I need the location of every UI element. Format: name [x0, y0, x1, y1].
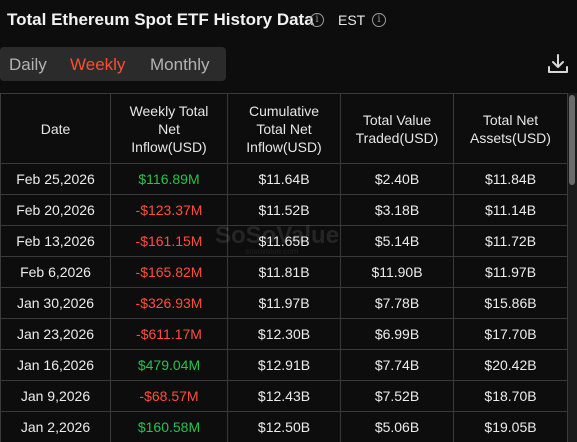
weekly-inflow-cell: -$326.93M [110, 287, 228, 319]
net-assets-cell: $19.05B [453, 411, 568, 442]
date-cell: Feb 6,2026 [0, 256, 111, 288]
watermark-logo: SoSoValue [215, 222, 340, 249]
cumulative-inflow-cell: $11.81B [227, 256, 341, 288]
column-header-cumulative-inflow[interactable]: Cumulative Total Net Inflow(USD) [227, 93, 341, 164]
value-traded-cell: $3.18B [340, 194, 454, 226]
period-tabs: Daily Weekly Monthly [0, 47, 226, 81]
weekly-inflow-cell: $116.89M [110, 163, 228, 195]
weekly-inflow-cell: -$165.82M [110, 256, 228, 288]
value-traded-cell: $7.52B [340, 380, 454, 412]
net-assets-cell: $15.86B [453, 287, 568, 319]
value-traded-cell: $5.06B [340, 411, 454, 442]
cumulative-inflow-cell: $12.30B [227, 318, 341, 350]
net-assets-cell: $17.70B [453, 318, 568, 350]
column-header-weekly-inflow[interactable]: Weekly Total Net Inflow(USD) [110, 93, 228, 164]
timezone-label: EST [338, 12, 366, 28]
weekly-inflow-cell: -$611.17M [110, 318, 228, 350]
weekly-inflow-cell: -$123.37M [110, 194, 228, 226]
cumulative-inflow-cell: $11.52B [227, 194, 341, 226]
table-row[interactable]: Feb 25,2026 $116.89M $11.64B $2.40B $11.84B [0, 163, 568, 195]
watermark-subtext: sosovalue.com [245, 247, 299, 256]
tab-weekly[interactable]: Weekly [70, 55, 126, 74]
panel-header: Total Ethereum Spot ETF History Data i E… [0, 0, 577, 40]
date-cell: Jan 23,2026 [0, 318, 111, 350]
net-assets-cell: $18.70B [453, 380, 568, 412]
value-traded-cell: $2.40B [340, 163, 454, 195]
weekly-inflow-cell: -$68.57M [110, 380, 228, 412]
table-row[interactable]: Jan 23,2026 -$611.17M $12.30B $6.99B $17.70B [0, 318, 568, 350]
table-row[interactable]: Feb 13,2026 -$161.15M $11.65B $5.14B $11.72B [0, 225, 568, 257]
cumulative-inflow-cell: $11.64B [227, 163, 341, 195]
history-table: Date Weekly Total Net Inflow(USD) Cumula… [0, 93, 568, 442]
table-header-row: Date Weekly Total Net Inflow(USD) Cumula… [0, 93, 568, 164]
weekly-inflow-cell: $160.58M [110, 411, 228, 442]
value-traded-cell: $7.78B [340, 287, 454, 319]
net-assets-cell: $11.84B [453, 163, 568, 195]
value-traded-cell: $7.74B [340, 349, 454, 381]
net-assets-cell: $11.14B [453, 194, 568, 226]
net-assets-cell: $11.97B [453, 256, 568, 288]
table-row[interactable]: Jan 30,2026 -$326.93M $11.97B $7.78B $15.86B [0, 287, 568, 319]
page-title: Total Ethereum Spot ETF History Data [7, 10, 314, 29]
value-traded-cell: $11.90B [340, 256, 454, 288]
cumulative-inflow-cell: $12.91B [227, 349, 341, 381]
column-header-date[interactable]: Date [0, 93, 111, 164]
weekly-inflow-cell: $479.04M [110, 349, 228, 381]
cumulative-inflow-cell: $12.50B [227, 411, 341, 442]
weekly-inflow-cell: -$161.15M [110, 225, 228, 257]
net-assets-cell: $11.72B [453, 225, 568, 257]
scrollbar-track[interactable] [568, 93, 577, 442]
value-traded-cell: $5.14B [340, 225, 454, 257]
tab-monthly[interactable]: Monthly [150, 55, 210, 74]
date-cell: Feb 13,2026 [0, 225, 111, 257]
table-row[interactable]: Feb 20,2026 -$123.37M $11.52B $3.18B $11.14B [0, 194, 568, 226]
cumulative-inflow-cell: $12.43B [227, 380, 341, 412]
table-row[interactable]: Jan 9,2026 -$68.57M $12.43B $7.52B $18.70B [0, 380, 568, 412]
column-header-value-traded[interactable]: Total Value Traded(USD) [340, 93, 454, 164]
date-cell: Jan 30,2026 [0, 287, 111, 319]
date-cell: Feb 25,2026 [0, 163, 111, 195]
table-row[interactable]: Jan 16,2026 $479.04M $12.91B $7.74B $20.42B [0, 349, 568, 381]
download-icon[interactable] [546, 52, 570, 76]
date-cell: Feb 20,2026 [0, 194, 111, 226]
column-header-net-assets[interactable]: Total Net Assets(USD) [453, 93, 568, 164]
table-row[interactable]: Feb 6,2026 -$165.82M $11.81B $11.90B $11.97B [0, 256, 568, 288]
info-icon[interactable]: i [372, 13, 386, 27]
tab-daily[interactable]: Daily [9, 55, 47, 74]
value-traded-cell: $6.99B [340, 318, 454, 350]
table-row[interactable]: Jan 2,2026 $160.58M $12.50B $5.06B $19.05B [0, 411, 568, 442]
date-cell: Jan 9,2026 [0, 380, 111, 412]
net-assets-cell: $20.42B [453, 349, 568, 381]
cumulative-inflow-cell: $11.97B [227, 287, 341, 319]
date-cell: Jan 2,2026 [0, 411, 111, 442]
date-cell: Jan 16,2026 [0, 349, 111, 381]
info-icon[interactable]: i [310, 13, 324, 27]
scrollbar-thumb[interactable] [569, 95, 575, 185]
